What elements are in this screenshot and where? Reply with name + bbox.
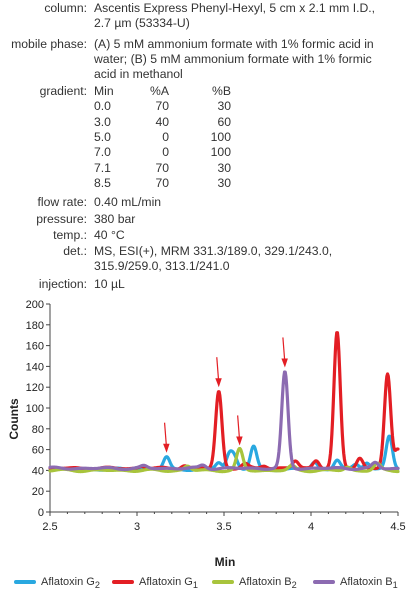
annotation-arrowhead	[236, 436, 243, 446]
gradient-table-row: 0.0 70 30	[94, 99, 231, 114]
chart-axes: 0 20 40 60 80 100 120 140 160 180 200 2.5 3 3.5 4 4.5	[26, 299, 406, 533]
gradient-table-row: 3.0 40 60	[94, 115, 231, 130]
x-tick-label: 3	[134, 521, 140, 533]
legend-label: Aflatoxin G	[139, 576, 193, 588]
flow-rate-label: flow rate:	[37, 195, 87, 209]
injection-value: 10 µL	[94, 277, 125, 291]
det-label: det.:	[63, 244, 87, 258]
legend-swatch	[212, 580, 234, 584]
column-line: 2.7 µm (53334-U)	[94, 16, 190, 31]
y-tick-label: 80	[32, 424, 44, 436]
gradient-header: %A	[150, 84, 169, 99]
annotation-arrowhead	[215, 378, 222, 388]
x-tick-label: 4	[308, 521, 314, 533]
det-line: 315.9/259.0, 313.1/241.0	[94, 259, 230, 274]
gradient-cell: 7.0	[94, 145, 111, 160]
y-tick-label: 0	[38, 507, 44, 519]
mobile-phase-line: water; (B) 5 mM ammonium formate with 1%…	[94, 52, 372, 67]
x-tick-label: 4.5	[390, 521, 405, 533]
y-tick-label: 60	[32, 445, 44, 457]
mobile-phase-line: acid in methanol	[94, 67, 183, 82]
y-tick-label: 120	[26, 382, 44, 394]
y-axis-title: Counts	[7, 398, 21, 440]
chart-annotations	[163, 337, 288, 453]
temp-label: temp.:	[53, 228, 87, 242]
chart-legend: Aflatoxin G2 Aflatoxin G1 Aflatoxin B2 A…	[0, 572, 415, 596]
temp-value: 40 °C	[94, 228, 125, 242]
pressure-value: 380 bar	[94, 212, 136, 226]
y-tick-label: 20	[32, 486, 44, 498]
gradient-header: Min	[94, 84, 114, 99]
gradient-table-row: 5.0 0 100	[94, 130, 231, 145]
y-tick-label: 200	[26, 299, 44, 311]
legend-subscript: 2	[291, 580, 297, 591]
gradient-cell: 70	[155, 99, 169, 114]
gradient-cell: 40	[155, 114, 169, 129]
y-tick-label: 180	[26, 320, 44, 332]
series-line	[48, 446, 400, 474]
x-axis-title: Min	[215, 555, 236, 569]
det-line: MS, ESI(+), MRM 331.3/189.0, 329.1/243.0…	[94, 244, 333, 258]
gradient-cell: 100	[210, 145, 231, 160]
gradient-cell: 5.0	[94, 129, 111, 144]
y-tick-label: 140	[26, 361, 44, 373]
gradient-cell: 8.5	[94, 175, 111, 190]
series-line	[48, 331, 400, 472]
gradient-table-row: 7.0 0 100	[94, 145, 231, 160]
x-tick-label: 2.5	[42, 521, 57, 533]
mobile-phase-line: (A) 5 mM ammonium formate with 1% formic…	[94, 37, 374, 51]
pressure-label: pressure:	[36, 212, 87, 226]
column-line: Ascentis Express Phenyl-Hexyl, 5 cm x 2.…	[94, 1, 376, 15]
gradient-cell: 30	[217, 160, 231, 175]
gradient-header-row: Min %A %B	[94, 84, 231, 99]
legend-subscript: 1	[392, 580, 398, 591]
gradient-cell: 0	[162, 145, 169, 160]
gradient-cell: 30	[217, 175, 231, 190]
gradient-table-row: 8.5 70 30	[94, 176, 231, 191]
chart-series-group	[48, 331, 400, 474]
legend-swatch	[14, 580, 36, 584]
chromatogram-chart: 0 20 40 60 80 100 120 140 160 180 200 2.5 3 3.5 4 4.5 M…	[7, 299, 406, 569]
gradient-table: Min %A %B 0.0 70 30 3.0 40 60 5.0 0 100 …	[94, 84, 231, 191]
gradient-cell: 60	[217, 114, 231, 129]
legend-label: Aflatoxin B	[239, 576, 292, 588]
gradient-label: gradient:	[39, 84, 87, 98]
mobile-phase-label: mobile phase:	[11, 37, 87, 51]
annotation-arrowhead	[163, 443, 170, 453]
legend-label: Aflatoxin G	[41, 576, 95, 588]
gradient-cell: 30	[217, 99, 231, 114]
y-tick-label: 40	[32, 465, 44, 477]
x-tick-label: 3.5	[216, 521, 231, 533]
legend-swatch	[313, 580, 335, 584]
gradient-cell: 7.1	[94, 160, 111, 175]
annotation-arrowhead	[281, 358, 288, 368]
flow-rate-value: 0.40 mL/min	[94, 195, 162, 209]
y-tick-label: 100	[26, 403, 44, 415]
column-label: column:	[44, 1, 87, 15]
injection-label: injection:	[38, 277, 87, 291]
y-tick-label: 160	[26, 341, 44, 353]
gradient-cell: 70	[155, 160, 169, 175]
gradient-cell: 100	[210, 129, 231, 144]
gradient-header: %B	[212, 84, 231, 99]
gradient-cell: 0	[162, 129, 169, 144]
series-line	[48, 370, 400, 472]
legend-subscript: 2	[94, 580, 100, 591]
gradient-cell: 70	[155, 175, 169, 190]
gradient-table-row: 7.1 70 30	[94, 160, 231, 175]
legend-label: Aflatoxin B	[340, 576, 393, 588]
legend-swatch	[112, 580, 134, 584]
gradient-cell: 0.0	[94, 99, 111, 114]
legend-subscript: 1	[192, 580, 198, 591]
gradient-cell: 3.0	[94, 114, 111, 129]
